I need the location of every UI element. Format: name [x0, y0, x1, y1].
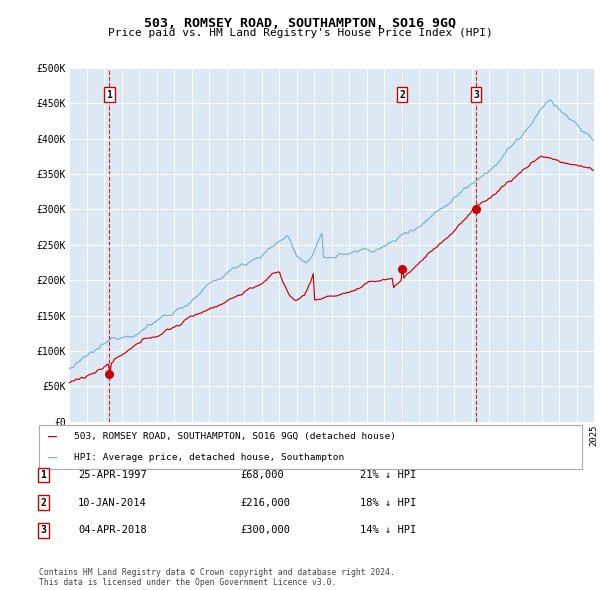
Text: 04-APR-2018: 04-APR-2018 — [78, 526, 147, 535]
Text: 25-APR-1997: 25-APR-1997 — [78, 470, 147, 480]
Text: 1: 1 — [40, 470, 46, 480]
Text: £68,000: £68,000 — [240, 470, 284, 480]
Text: 2: 2 — [399, 90, 405, 100]
Text: 2: 2 — [40, 498, 46, 507]
Text: 503, ROMSEY ROAD, SOUTHAMPTON, SO16 9GQ: 503, ROMSEY ROAD, SOUTHAMPTON, SO16 9GQ — [144, 17, 456, 30]
Text: 18% ↓ HPI: 18% ↓ HPI — [360, 498, 416, 507]
Text: 3: 3 — [473, 90, 479, 100]
Text: 3: 3 — [40, 526, 46, 535]
Text: Price paid vs. HM Land Registry's House Price Index (HPI): Price paid vs. HM Land Registry's House … — [107, 28, 493, 38]
Text: —: — — [48, 450, 57, 464]
Text: 503, ROMSEY ROAD, SOUTHAMPTON, SO16 9GQ (detached house): 503, ROMSEY ROAD, SOUTHAMPTON, SO16 9GQ … — [74, 432, 396, 441]
Text: —: — — [48, 430, 57, 444]
Text: £216,000: £216,000 — [240, 498, 290, 507]
Text: 1: 1 — [106, 90, 112, 100]
Text: 21% ↓ HPI: 21% ↓ HPI — [360, 470, 416, 480]
Text: HPI: Average price, detached house, Southampton: HPI: Average price, detached house, Sout… — [74, 453, 344, 461]
Text: Contains HM Land Registry data © Crown copyright and database right 2024.
This d: Contains HM Land Registry data © Crown c… — [39, 568, 395, 587]
Text: 10-JAN-2014: 10-JAN-2014 — [78, 498, 147, 507]
Text: 14% ↓ HPI: 14% ↓ HPI — [360, 526, 416, 535]
Text: £300,000: £300,000 — [240, 526, 290, 535]
